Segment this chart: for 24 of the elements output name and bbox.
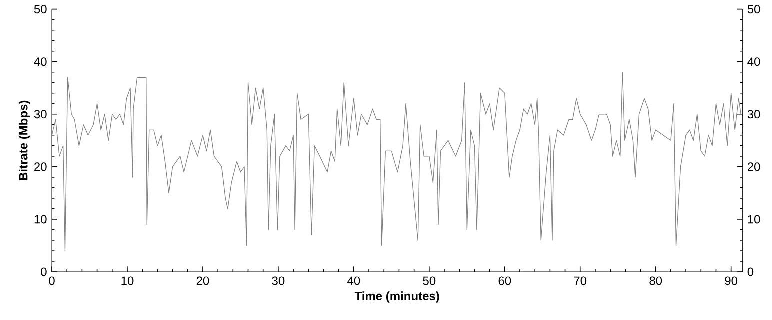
y-tick-label: 0	[41, 268, 47, 276]
x-tick-label: 60	[498, 276, 512, 286]
y2-tick-label: 20	[748, 162, 760, 172]
y2-tick-label: 40	[748, 58, 760, 66]
y2-tick-label: 30	[748, 110, 760, 119]
y2-tick-label: 10	[748, 215, 760, 224]
x-tick-label: 90	[725, 276, 738, 286]
y-tick-label: 50	[34, 5, 47, 14]
x-tick-label: 70	[574, 276, 587, 286]
y2-tick-label: 0	[748, 268, 754, 276]
x-tick-label: 50	[423, 276, 436, 286]
x-tick-label: 30	[272, 276, 285, 286]
y2-tick-label: 50	[748, 5, 760, 14]
x-tick-label: 20	[196, 276, 210, 286]
x-tick-label: 0	[49, 276, 55, 286]
x-tick-label: 40	[348, 276, 360, 286]
y-tick-label: 40	[34, 58, 47, 66]
x-axis-title: Time (minutes)	[354, 292, 440, 303]
x-tick-label: 10	[122, 276, 134, 286]
y-tick-label: 10	[34, 215, 47, 224]
y-tick-label: 30	[34, 110, 47, 119]
y-axis-title: Bitrate (Mbps)	[18, 100, 30, 180]
y-tick-label: 20	[34, 162, 47, 172]
x-tick-label: 80	[650, 276, 662, 286]
